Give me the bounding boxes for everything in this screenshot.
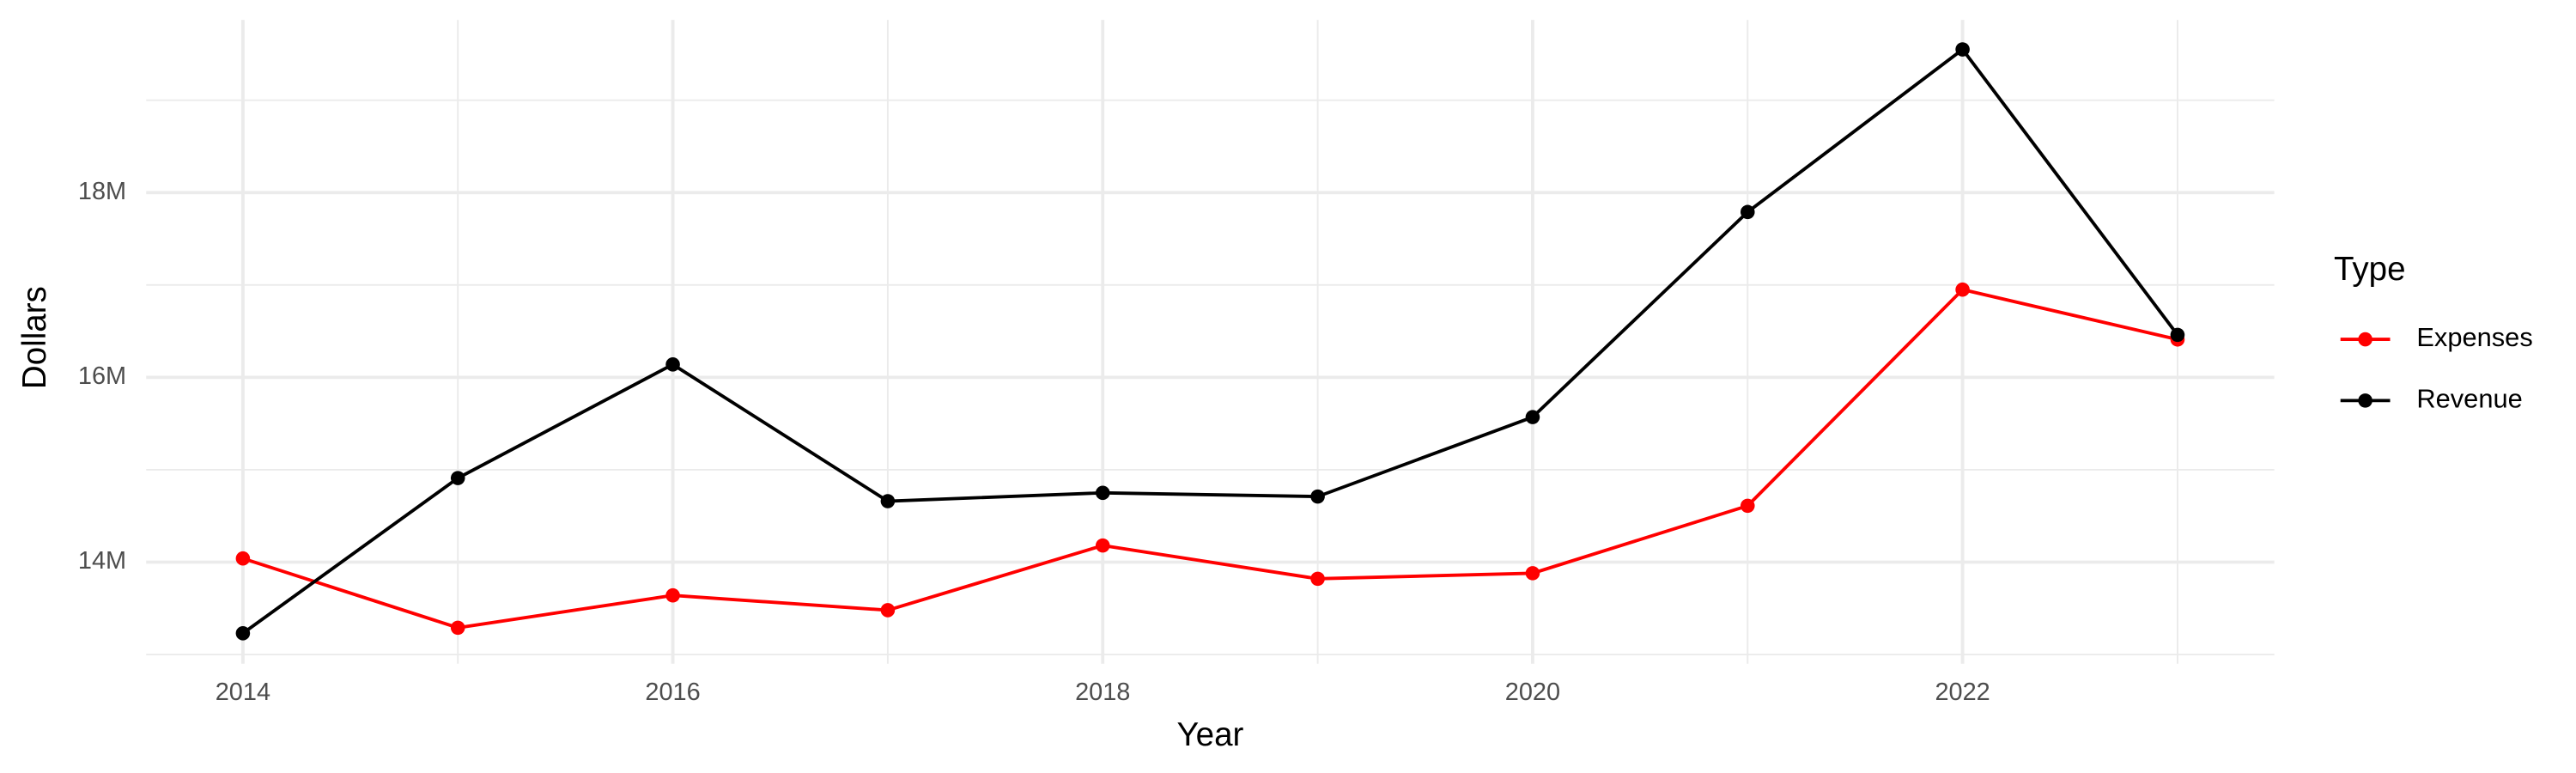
x-tick-label: 2016 — [645, 679, 700, 706]
point — [1310, 571, 1325, 587]
y-tick-label: 16M — [78, 362, 126, 390]
legend-title: Type — [2334, 251, 2406, 288]
point — [1095, 485, 1110, 501]
point — [1955, 42, 1970, 57]
line — [242, 288, 2178, 630]
x-tick-label: 2018 — [1075, 679, 1130, 706]
point — [1525, 410, 1540, 424]
point — [450, 471, 465, 485]
plot-area — [235, 42, 2185, 641]
x-axis-title: Year — [1176, 716, 1243, 753]
point — [880, 494, 896, 508]
point — [1095, 538, 1110, 553]
point — [235, 626, 251, 641]
y-tick-label: 14M — [78, 547, 126, 575]
x-tick-label: 2014 — [216, 679, 270, 706]
point — [665, 587, 680, 603]
point — [665, 357, 680, 372]
legend-point — [2358, 332, 2372, 347]
point — [1525, 566, 1540, 581]
x-tick-label: 2022 — [1935, 679, 1990, 706]
grid — [146, 20, 2275, 664]
point — [1740, 204, 1755, 220]
point — [880, 603, 896, 618]
y-axis-title: Dollars — [16, 286, 53, 389]
point — [235, 551, 251, 566]
legend: Expenses Revenue — [2340, 322, 2533, 414]
point — [450, 620, 465, 636]
y-tick-label: 18M — [78, 178, 126, 205]
point — [2170, 327, 2185, 343]
legend-label: Revenue — [2416, 384, 2522, 414]
point — [1740, 498, 1755, 514]
legend-label: Expenses — [2416, 322, 2532, 352]
line — [241, 46, 2179, 635]
legend-point — [2358, 393, 2372, 408]
x-tick-label: 2020 — [1505, 679, 1560, 706]
point — [1955, 282, 1970, 297]
point — [1310, 489, 1325, 504]
